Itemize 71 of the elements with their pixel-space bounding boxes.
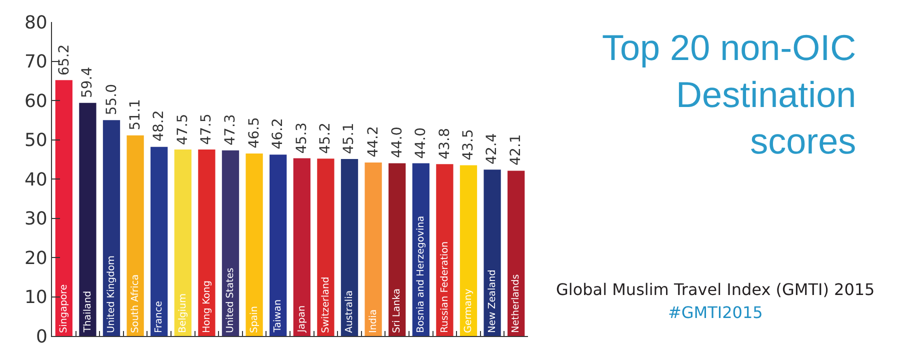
data-label: 42.4 [484, 133, 500, 164]
bar [79, 102, 96, 336]
bar [102, 120, 120, 336]
data-label: 48.2 [150, 110, 167, 142]
bar [198, 150, 216, 336]
data-label: 46.2 [270, 118, 286, 150]
data-label: 44.0 [389, 126, 406, 158]
text: Top 20 non-OIC Destination scores [602, 27, 856, 162]
bar [340, 158, 358, 336]
data-label: 46.5 [246, 117, 262, 148]
x-tick-label: India [368, 309, 379, 333]
data-label: 45.1 [341, 122, 358, 154]
x-tick-label: South Africa [130, 274, 141, 333]
y-tick-label: 80 [24, 12, 48, 34]
y-tick-label: 70 [24, 52, 48, 73]
x-tick-label: Russian Federation [439, 241, 450, 333]
data-label: 43.8 [437, 128, 454, 160]
x-tick-label: Switzerland [320, 276, 332, 333]
x-tick-label: Taiwan [272, 299, 284, 334]
y-tick-label: 10 [24, 287, 48, 308]
data-label: 47.5 [174, 114, 191, 145]
bar [436, 164, 454, 336]
bar [484, 170, 501, 336]
x-tick-label: Thailand [82, 290, 94, 334]
data-label: 55.0 [104, 84, 120, 116]
bar [270, 154, 287, 336]
x-tick-label: Singapore [58, 284, 70, 333]
x-tick-label: Spain [248, 306, 260, 333]
bar [126, 135, 144, 336]
bar [174, 150, 192, 336]
bar [364, 162, 382, 336]
data-label: 51.1 [127, 99, 144, 130]
bar [317, 158, 334, 336]
x-tick-label: Australia [344, 290, 356, 333]
x-tick-label: Netherlands [510, 274, 522, 333]
data-label: 44.0 [413, 128, 430, 159]
x-tick-label: France [154, 300, 165, 333]
data-label: 45.2 [318, 122, 334, 154]
bar [508, 170, 525, 336]
data-label: 45.3 [294, 122, 310, 154]
data-label: 65.2 [56, 44, 72, 76]
bar [460, 165, 478, 336]
bar [222, 150, 240, 336]
x-tick-label: Hong Kong [201, 280, 212, 333]
x-tick-label: New Zealand [486, 270, 498, 333]
x-tick-label: Sri Lanka [392, 288, 403, 333]
text: Global Muslim Travel Index (GMTI) 2015 [556, 280, 875, 299]
data-label: 47.5 [198, 114, 215, 145]
x-tick-label: Bosnia and Herzegovina [416, 216, 426, 333]
x-tick-label: Belgium [178, 293, 188, 333]
bar [150, 146, 168, 336]
bar [293, 158, 310, 336]
y-tick-label: 40 [24, 169, 48, 190]
y-tick-label: 0 [36, 326, 48, 348]
y-tick-label: 60 [24, 90, 48, 112]
x-tick-label: United States [225, 268, 236, 333]
bar [388, 163, 406, 336]
data-label: 43.5 [460, 129, 477, 160]
text: #GMTI2015 [668, 303, 763, 322]
data-label: 42.1 [508, 134, 524, 166]
x-tick-label: Germany [463, 288, 474, 333]
data-label: 44.2 [365, 126, 382, 158]
bar [55, 80, 72, 336]
x-tick-label: Japan [296, 305, 308, 334]
y-tick-label: 20 [24, 248, 48, 269]
y-tick-label: 50 [24, 130, 48, 152]
data-label: 47.3 [222, 114, 239, 146]
bar [246, 153, 263, 336]
y-tick-label: 30 [24, 208, 48, 230]
x-tick-label: United Kingdom [106, 256, 118, 333]
data-label: 59.4 [79, 66, 96, 98]
